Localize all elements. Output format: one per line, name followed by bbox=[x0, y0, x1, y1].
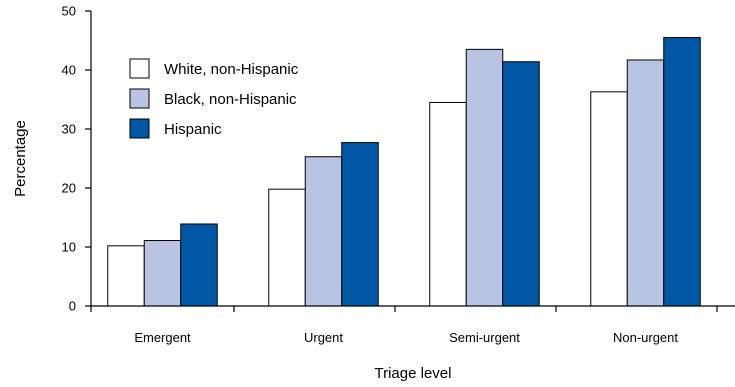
bar bbox=[341, 142, 379, 307]
legend: White, non-Hispanic Black, non-Hispanic Hi… bbox=[129, 58, 299, 139]
x-axis-ticks: Emergent Urgent Semi-urgent Non-urgent bbox=[90, 306, 718, 345]
legend-label: White, non-Hispanic bbox=[164, 61, 299, 78]
x-tick-label: Semi-urgent bbox=[449, 330, 520, 345]
y-axis-ticks: 0 10 20 30 40 50 bbox=[62, 4, 91, 314]
legend-swatch bbox=[129, 88, 150, 109]
y-axis-title: Percentage bbox=[12, 120, 29, 197]
x-tick-label: Urgent bbox=[304, 330, 343, 345]
bar bbox=[107, 245, 145, 307]
bar bbox=[180, 223, 218, 307]
x-tick-label: Emergent bbox=[134, 330, 191, 345]
x-axis-title: Triage level bbox=[375, 365, 452, 382]
y-tick-label: 30 bbox=[62, 122, 76, 137]
bar bbox=[626, 59, 665, 307]
axes bbox=[90, 11, 735, 307]
y-tick-label: 50 bbox=[62, 4, 76, 19]
bar bbox=[143, 240, 182, 307]
bar bbox=[429, 101, 467, 307]
legend-swatch bbox=[129, 118, 150, 139]
bar bbox=[465, 48, 504, 307]
y-tick-label: 40 bbox=[62, 63, 76, 78]
y-tick-label: 0 bbox=[69, 299, 76, 314]
legend-label: Black, non-Hispanic bbox=[164, 91, 297, 108]
bar bbox=[590, 91, 628, 307]
bar bbox=[502, 61, 540, 307]
bars bbox=[107, 37, 701, 307]
legend-swatch bbox=[129, 58, 150, 79]
legend-label: Hispanic bbox=[164, 121, 222, 138]
bar bbox=[304, 156, 343, 307]
y-tick-label: 20 bbox=[62, 181, 76, 196]
bar bbox=[268, 188, 306, 307]
x-tick-label: Non-urgent bbox=[613, 330, 678, 345]
bar bbox=[663, 37, 701, 307]
y-tick-label: 10 bbox=[62, 240, 76, 255]
